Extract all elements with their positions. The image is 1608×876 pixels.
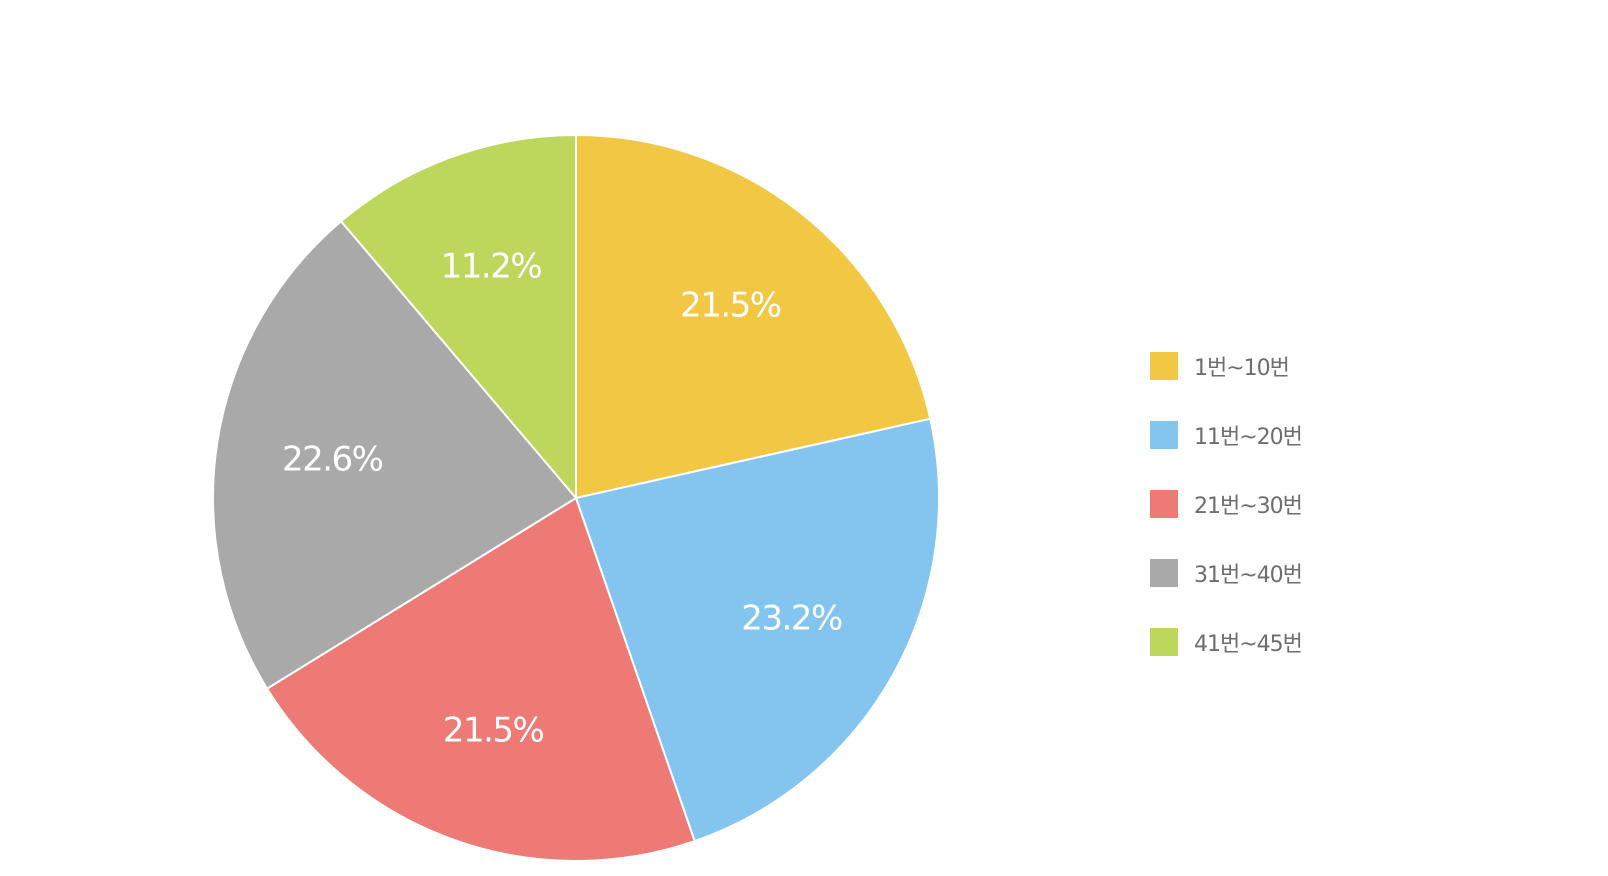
- legend: 1번~10번 11번~20번 21번~30번 31번~40번 41번~45번: [1150, 352, 1303, 697]
- slice-value-label: 11.2%: [441, 246, 542, 286]
- pie-slice-4: [212, 219, 578, 691]
- pie-slice-1: [575, 133, 932, 500]
- legend-swatch: [1150, 421, 1178, 449]
- pie-slices: [212, 133, 940, 862]
- legend-swatch: [1150, 490, 1178, 518]
- legend-swatch: [1150, 352, 1178, 380]
- legend-item: 31번~40번: [1150, 559, 1303, 588]
- legend-label: 31번~40번: [1194, 563, 1303, 588]
- legend-item: 11번~20번: [1150, 421, 1303, 450]
- slice-value-label: 21.5%: [443, 711, 544, 751]
- slice-value-label: 22.6%: [282, 439, 383, 479]
- legend-item: 21번~30번: [1150, 490, 1303, 519]
- pie-value-labels: 21.5% 23.2% 21.5% 22.6% 11.2%: [282, 246, 844, 751]
- pie-slice-5: [339, 133, 577, 501]
- legend-swatch: [1150, 559, 1178, 587]
- legend-item: 1번~10번: [1150, 352, 1302, 381]
- slice-value-label: 21.5%: [680, 285, 781, 325]
- legend-label: 21번~30번: [1194, 494, 1303, 519]
- legend-label: 1번~10번: [1194, 356, 1290, 381]
- legend-label: 11번~20번: [1194, 425, 1303, 450]
- legend-swatch: [1150, 628, 1178, 656]
- legend-label: 41번~45번: [1194, 632, 1303, 657]
- slice-value-label: 23.2%: [741, 598, 842, 638]
- legend-item: 41번~45번: [1150, 628, 1303, 657]
- pie-slice-2: [574, 417, 940, 843]
- pie-slice-3: [265, 496, 696, 862]
